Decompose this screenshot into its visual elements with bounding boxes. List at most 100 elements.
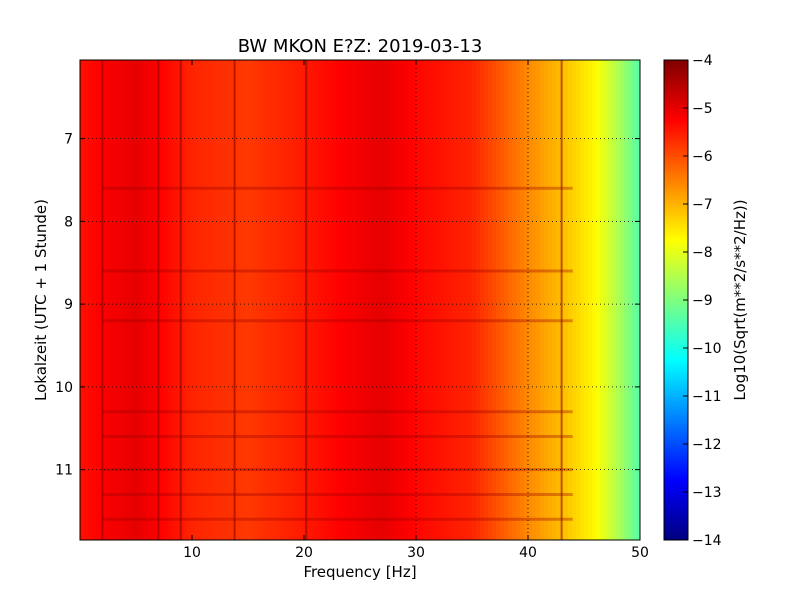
colorbar-tick-label: −9 bbox=[692, 293, 713, 309]
heatmap-cell bbox=[204, 60, 209, 540]
heatmap-cell bbox=[408, 60, 413, 540]
heatmap-cell bbox=[392, 60, 397, 540]
heatmap-cell bbox=[128, 60, 133, 540]
heatmap-cell bbox=[116, 60, 121, 540]
heatmap-cell bbox=[612, 60, 617, 540]
grid-lines bbox=[80, 60, 640, 540]
heatmap-cell bbox=[548, 60, 553, 540]
heatmap-cell bbox=[376, 60, 381, 540]
heatmap-cell bbox=[364, 60, 369, 540]
heatmap-cell bbox=[568, 60, 573, 540]
colorbar-tick-label: −10 bbox=[692, 341, 722, 357]
heatmap-cell bbox=[184, 60, 189, 540]
heatmap-cell bbox=[508, 60, 513, 540]
heatmap-cell bbox=[420, 60, 425, 540]
heatmap-cell bbox=[388, 60, 393, 540]
x-tick-label: 40 bbox=[519, 545, 537, 561]
colorbar-tick-label: −13 bbox=[692, 485, 722, 501]
heatmap-cell bbox=[192, 60, 197, 540]
heatmap-cell bbox=[564, 60, 569, 540]
heatmap-cell bbox=[380, 60, 385, 540]
heatmap-cell bbox=[516, 60, 521, 540]
heatmap-cell bbox=[368, 60, 373, 540]
y-tick-label: 11 bbox=[55, 463, 73, 479]
heatmap-cell bbox=[200, 60, 205, 540]
colorbar-tick-label: −12 bbox=[692, 437, 722, 453]
heatmap-cell bbox=[336, 60, 341, 540]
heatmap-cell bbox=[472, 60, 477, 540]
heatmap-cell bbox=[312, 60, 317, 540]
heatmap-cell bbox=[464, 60, 469, 540]
heatmap-cell bbox=[356, 60, 361, 540]
heatmap-cell bbox=[556, 60, 561, 540]
heatmap-cell bbox=[496, 60, 501, 540]
chart-title: BW MKON E?Z: 2019-03-13 bbox=[238, 36, 483, 57]
heatmap-cell bbox=[284, 60, 289, 540]
heatmap-cell bbox=[584, 60, 589, 540]
heatmap-cell bbox=[272, 60, 277, 540]
spectral-lines bbox=[101, 60, 563, 540]
heatmap-cell bbox=[292, 60, 297, 540]
heatmap-cell bbox=[544, 60, 549, 540]
heatmap-cell bbox=[632, 60, 637, 540]
heatmap-cell bbox=[276, 60, 281, 540]
heatmap-cell bbox=[324, 60, 329, 540]
heatmap-cell bbox=[180, 60, 185, 540]
heatmap-cell bbox=[524, 60, 529, 540]
heatmap-cell bbox=[132, 60, 137, 540]
heatmap-cell bbox=[280, 60, 285, 540]
heatmap-cell bbox=[168, 60, 173, 540]
y-tick-label: 10 bbox=[55, 380, 73, 396]
heatmap-cell bbox=[500, 60, 505, 540]
y-tick-label: 8 bbox=[64, 214, 73, 230]
heatmap-cell bbox=[572, 60, 577, 540]
heatmap-cell bbox=[316, 60, 321, 540]
heatmap-cell bbox=[636, 60, 640, 540]
heatmap-cell bbox=[512, 60, 517, 540]
heatmap-cell bbox=[160, 60, 165, 540]
heatmap-cell bbox=[264, 60, 269, 540]
heatmap-cell bbox=[196, 60, 201, 540]
heatmap-cell bbox=[332, 60, 337, 540]
plot-frame bbox=[79, 59, 641, 541]
colorbar-tick-label: −6 bbox=[692, 149, 713, 165]
heatmap-columns bbox=[80, 60, 640, 540]
heatmap-cell bbox=[384, 60, 389, 540]
colorbar-tick-label: −11 bbox=[692, 389, 722, 405]
heatmap-cell bbox=[628, 60, 633, 540]
heatmap-cell bbox=[328, 60, 333, 540]
heatmap-cell bbox=[308, 60, 313, 540]
heatmap-cell bbox=[436, 60, 441, 540]
heatmap-cell bbox=[96, 60, 101, 540]
heatmap-cell bbox=[528, 60, 533, 540]
heatmap-cell bbox=[152, 60, 157, 540]
x-tick-label: 20 bbox=[295, 545, 313, 561]
heatmap-cell bbox=[344, 60, 349, 540]
heatmap-cell bbox=[188, 60, 193, 540]
heatmap-cell bbox=[460, 60, 465, 540]
y-axis-label: Lokalzeit (UTC + 1 Stunde) bbox=[32, 199, 50, 401]
heatmap-cell bbox=[416, 60, 421, 540]
colorbar-label: Log10(Sqrt(m**2/s**2/Hz)) bbox=[731, 199, 749, 400]
heatmap-cell bbox=[352, 60, 357, 540]
heatmap-cell bbox=[600, 60, 605, 540]
heatmap-cell bbox=[616, 60, 621, 540]
heatmap-cell bbox=[148, 60, 153, 540]
heatmap-cell bbox=[428, 60, 433, 540]
heatmap-cell bbox=[176, 60, 181, 540]
heatmap-cell bbox=[208, 60, 213, 540]
heatmap-cell bbox=[360, 60, 365, 540]
x-tick-label: 10 bbox=[183, 545, 201, 561]
heatmap-cell bbox=[260, 60, 265, 540]
heatmap-cell bbox=[396, 60, 401, 540]
colorbar-tick-label: −8 bbox=[692, 245, 713, 261]
heatmap-cell bbox=[164, 60, 169, 540]
heatmap-cell bbox=[112, 60, 117, 540]
x-tick-label: 30 bbox=[407, 545, 425, 561]
colorbar-tick-label: −5 bbox=[692, 101, 713, 117]
heatmap-cell bbox=[504, 60, 509, 540]
heatmap-cell bbox=[320, 60, 325, 540]
y-tick-label: 7 bbox=[64, 132, 73, 148]
time-bands bbox=[102, 186, 573, 521]
heatmap-cell bbox=[624, 60, 629, 540]
